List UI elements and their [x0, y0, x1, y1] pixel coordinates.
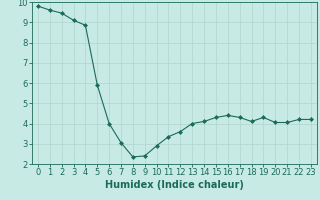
- X-axis label: Humidex (Indice chaleur): Humidex (Indice chaleur): [105, 180, 244, 190]
